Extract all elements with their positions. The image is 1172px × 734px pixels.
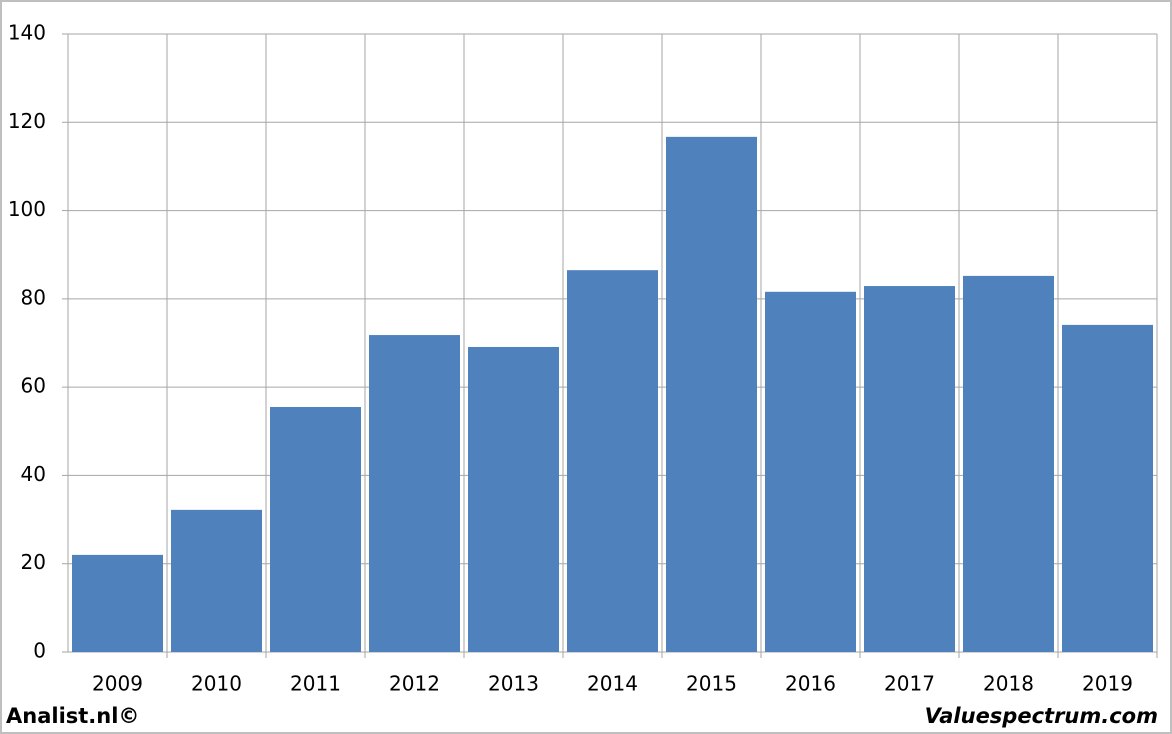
x-tick-label: 2019 xyxy=(1082,672,1133,696)
y-tick-label: 100 xyxy=(8,197,46,221)
bar xyxy=(72,554,163,652)
x-tick-label: 2015 xyxy=(686,672,737,696)
bar xyxy=(864,286,955,652)
bar xyxy=(666,136,757,653)
bar xyxy=(270,407,361,652)
y-tick-label: 140 xyxy=(8,21,46,45)
y-tick-label: 0 xyxy=(33,639,46,663)
x-tick-label: 2010 xyxy=(191,672,242,696)
bar xyxy=(369,335,460,652)
y-tick-label: 20 xyxy=(21,550,46,574)
x-tick-label: 2009 xyxy=(92,672,143,696)
bar xyxy=(963,275,1054,652)
bar xyxy=(468,346,559,652)
bar xyxy=(567,270,658,652)
bar xyxy=(765,291,856,652)
y-tick-label: 120 xyxy=(8,109,46,133)
x-tick-label: 2011 xyxy=(290,672,341,696)
x-tick-label: 2018 xyxy=(983,672,1034,696)
x-tick-label: 2013 xyxy=(488,672,539,696)
y-tick-label: 40 xyxy=(21,462,46,486)
x-tick-label: 2016 xyxy=(785,672,836,696)
footer-left: Analist.nl© xyxy=(6,704,139,728)
bar xyxy=(171,509,262,652)
x-tick-label: 2014 xyxy=(587,672,638,696)
bar xyxy=(1062,324,1153,652)
y-tick-label: 80 xyxy=(21,285,46,309)
x-tick-label: 2012 xyxy=(389,672,440,696)
footer-right: Valuespectrum.com xyxy=(925,704,1158,728)
y-tick-label: 60 xyxy=(21,374,46,398)
x-tick-label: 2017 xyxy=(884,672,935,696)
